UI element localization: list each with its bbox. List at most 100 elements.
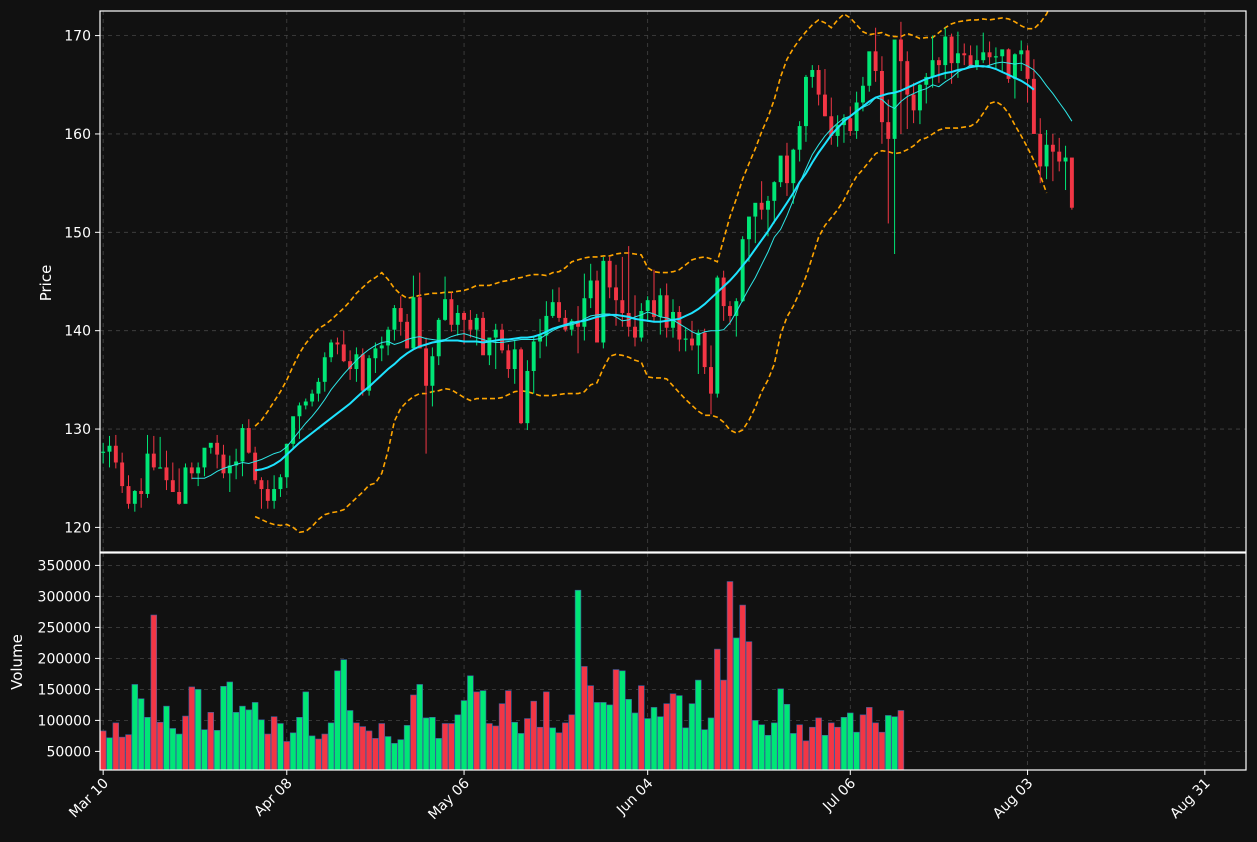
- volume-bar: [695, 679, 702, 770]
- candle-body: [246, 428, 251, 453]
- candle-body: [892, 39, 897, 139]
- volume-bar: [169, 728, 177, 770]
- candle: [715, 275, 720, 398]
- candle-body: [113, 445, 118, 463]
- candle-body: [886, 122, 891, 139]
- candle: [607, 256, 612, 299]
- volume-bar: [517, 733, 525, 770]
- candle-body: [803, 76, 808, 127]
- candle: [835, 115, 840, 147]
- candle-body: [860, 85, 865, 103]
- volume-bar: [581, 666, 588, 770]
- volume-bar: [277, 723, 284, 770]
- volume-bar: [156, 721, 164, 770]
- volume-bar: [555, 732, 563, 770]
- candle-body: [766, 200, 770, 210]
- volume-bar: [334, 670, 341, 770]
- candle-body: [177, 491, 182, 504]
- candle-body: [316, 381, 321, 394]
- candle: [297, 402, 302, 439]
- volume-bar: [258, 719, 265, 770]
- volume-bar: [365, 730, 373, 770]
- candle-body: [272, 489, 277, 501]
- volume-bar: [264, 733, 271, 770]
- candle: [234, 448, 239, 480]
- volume-bar: [897, 710, 905, 770]
- candle-body: [348, 361, 353, 370]
- candle-body: [398, 308, 403, 322]
- volume-bar: [790, 733, 797, 770]
- candle: [531, 335, 536, 394]
- candle-body: [386, 329, 391, 346]
- candle: [506, 344, 511, 378]
- volume-bar: [289, 732, 297, 770]
- candle: [367, 355, 372, 396]
- candle: [854, 91, 859, 139]
- candle-body: [1063, 157, 1068, 162]
- volume-bar: [131, 684, 139, 770]
- candle: [810, 65, 815, 88]
- volume-bar: [669, 693, 677, 770]
- volume-bar: [175, 733, 183, 770]
- candle: [1019, 40, 1024, 72]
- candle: [462, 311, 467, 345]
- volume-ytick-label: 200000: [38, 651, 91, 667]
- candle-body: [955, 53, 960, 64]
- volume-bar: [144, 716, 151, 770]
- candle-body: [690, 338, 694, 346]
- candle-body: [582, 298, 587, 327]
- candle: [335, 337, 340, 355]
- volume-bar: [106, 737, 113, 770]
- volume-y-ticks: 50000 100000 150000 200000 250000 300000 35000…: [38, 558, 100, 760]
- volume-ytick-label: 100000: [38, 713, 91, 729]
- candle: [487, 337, 492, 366]
- candle: [240, 424, 245, 477]
- volume-ytick-label: 300000: [38, 589, 91, 605]
- volume-bar: [308, 735, 316, 770]
- price-ytick-label: 120: [64, 520, 91, 536]
- volume-bar: [467, 675, 474, 770]
- candle-body: [259, 480, 264, 490]
- candle: [633, 295, 637, 347]
- candle: [1006, 48, 1011, 83]
- candle: [373, 342, 378, 373]
- candle-body: [791, 149, 796, 184]
- price-ytick-label: 140: [64, 324, 91, 340]
- volume-bar: [315, 738, 322, 770]
- candle: [455, 305, 460, 336]
- candle: [170, 462, 175, 492]
- volume-bar: [650, 707, 658, 770]
- price-y-ticks: 120 130 140 150 160 170: [64, 29, 100, 536]
- volume-panel: 50000 100000 150000 200000 250000 300000 35000…: [8, 552, 1247, 771]
- candle-body: [120, 462, 125, 487]
- volume-bar: [663, 703, 670, 770]
- volume-bar: [847, 712, 854, 770]
- volume-ytick-label: 150000: [38, 682, 91, 698]
- candle: [208, 442, 213, 454]
- candle: [557, 287, 561, 322]
- candle-body: [1000, 49, 1005, 57]
- candle: [132, 490, 137, 512]
- candle-body: [354, 354, 359, 370]
- candle: [145, 434, 150, 498]
- candle: [183, 463, 188, 504]
- candle-body: [898, 39, 903, 62]
- candle-body: [652, 300, 656, 317]
- candle: [981, 32, 986, 64]
- bollinger-lower-line: [254, 100, 1048, 534]
- volume-bar: [720, 679, 727, 770]
- candle-body: [797, 126, 802, 150]
- candle: [1069, 157, 1074, 210]
- candle: [120, 452, 125, 493]
- candle-body: [911, 94, 916, 111]
- candle-body: [373, 348, 378, 359]
- candle: [759, 181, 764, 220]
- candle-body: [493, 329, 498, 338]
- candle: [1038, 118, 1043, 184]
- candle: [816, 65, 821, 106]
- candle: [468, 310, 473, 338]
- candle-body: [734, 301, 739, 316]
- volume-bar: [688, 703, 696, 770]
- candle: [1057, 137, 1062, 172]
- candle: [310, 389, 315, 407]
